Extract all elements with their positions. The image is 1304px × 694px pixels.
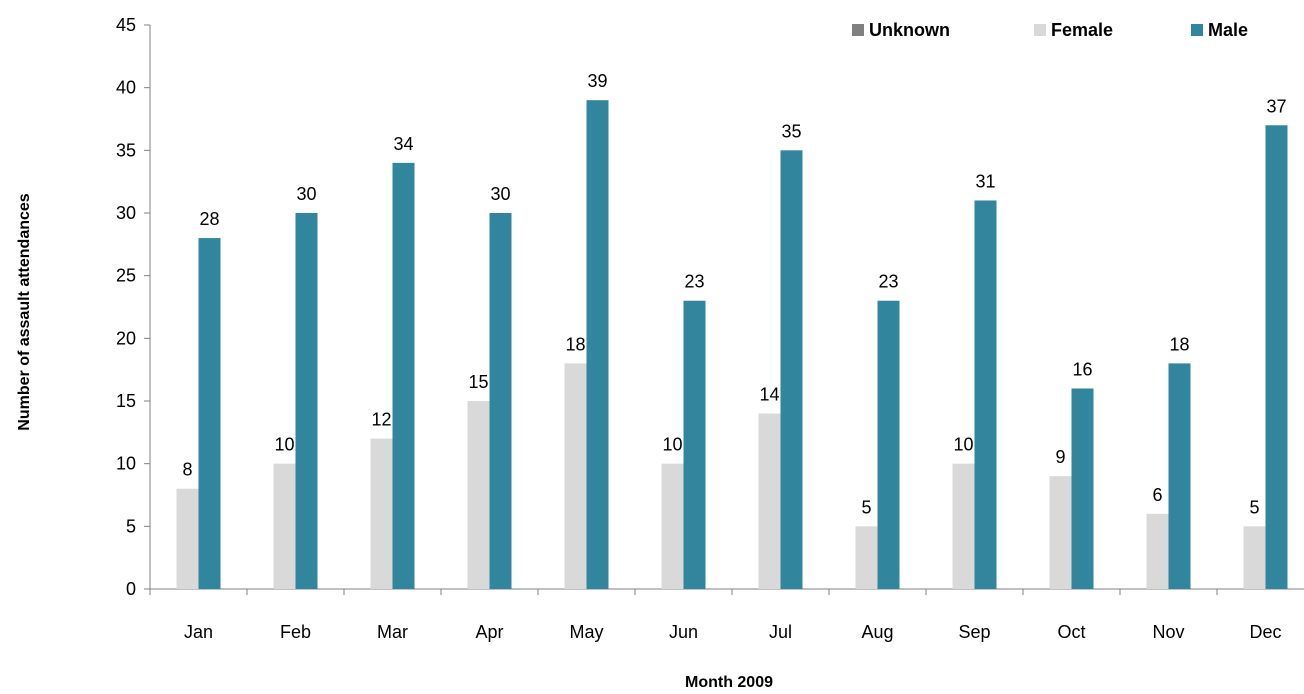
data-label-male: 39 — [587, 71, 607, 91]
y-tick-label: 10 — [116, 454, 136, 474]
x-tick-label: Mar — [377, 622, 408, 642]
bar-female — [273, 463, 296, 589]
bar-male — [1168, 363, 1191, 589]
bar-male — [198, 238, 221, 590]
bar-female — [467, 401, 490, 589]
x-tick-label: Jun — [669, 622, 698, 642]
bar-male — [1265, 125, 1288, 590]
bar-male — [489, 213, 512, 589]
bar-female — [952, 463, 975, 589]
x-tick-label: Oct — [1057, 622, 1085, 642]
y-tick-label: 45 — [116, 15, 136, 35]
y-tick-label: 5 — [126, 516, 136, 536]
data-label-male: 16 — [1072, 359, 1092, 379]
y-axis-title: Number of assault attendances — [16, 193, 33, 431]
bar-male — [586, 100, 609, 589]
bar-female — [661, 463, 684, 589]
data-label-male: 18 — [1169, 334, 1189, 354]
x-tick-label: Feb — [280, 622, 311, 642]
bar-female — [758, 413, 781, 589]
bar-female — [1243, 526, 1266, 589]
data-label-female: 12 — [371, 410, 391, 430]
x-tick-label: May — [569, 622, 603, 642]
bar-female — [564, 363, 587, 589]
bar-female — [1146, 513, 1169, 589]
data-label-female: 10 — [953, 435, 973, 455]
data-label-male: 35 — [781, 121, 801, 141]
x-tick-label: Nov — [1152, 622, 1184, 642]
bar-male — [877, 300, 900, 589]
data-label-female: 18 — [565, 334, 585, 354]
legend-swatch-female — [1034, 24, 1046, 36]
legend-label-female: Female — [1051, 20, 1113, 40]
x-tick-label: Aug — [861, 622, 893, 642]
bar-male — [683, 300, 706, 589]
data-label-female: 10 — [274, 435, 294, 455]
x-tick-label: Dec — [1249, 622, 1281, 642]
bar-female — [176, 488, 199, 589]
y-tick-label: 30 — [116, 203, 136, 223]
legend-label-unknown: Unknown — [869, 20, 950, 40]
data-label-female: 5 — [861, 497, 871, 517]
x-tick-label: Apr — [475, 622, 503, 642]
data-label-female: 10 — [662, 435, 682, 455]
x-axis-title: Month 2009 — [685, 674, 773, 689]
data-label-male: 34 — [393, 134, 413, 154]
y-tick-label: 40 — [116, 78, 136, 98]
y-tick-label: 25 — [116, 266, 136, 286]
x-tick-label: Jan — [184, 622, 213, 642]
y-tick-label: 35 — [116, 140, 136, 160]
data-label-male: 30 — [296, 184, 316, 204]
data-label-male: 23 — [684, 272, 704, 292]
bar-female — [855, 526, 878, 589]
data-label-female: 15 — [468, 372, 488, 392]
data-label-male: 28 — [199, 209, 219, 229]
data-label-male: 37 — [1266, 96, 1286, 116]
bar-male — [295, 213, 318, 589]
data-label-female: 5 — [1249, 497, 1259, 517]
bar-male — [780, 150, 803, 590]
legend-swatch-male — [1191, 24, 1203, 36]
data-label-female: 8 — [182, 460, 192, 480]
data-label-male: 31 — [975, 171, 995, 191]
data-label-male: 30 — [490, 184, 510, 204]
bar-female — [370, 438, 393, 589]
y-tick-label: 15 — [116, 391, 136, 411]
legend: Unknown Female Male — [852, 20, 1248, 40]
legend-swatch-unknown — [852, 24, 864, 36]
y-tick-label: 0 — [126, 579, 136, 599]
bar-male — [1071, 388, 1094, 589]
x-tick-label: Jul — [769, 622, 792, 642]
data-label-male: 23 — [878, 272, 898, 292]
plot-area: 0 5 10 15 20 25 30 35 40 45 Jan 8 28 Feb 10 30 Mar 12 34 Ap… — [116, 15, 1304, 642]
legend-label-male: Male — [1208, 20, 1248, 40]
data-label-female: 14 — [759, 385, 779, 405]
x-tick-label: Sep — [958, 622, 990, 642]
bar-male — [974, 200, 997, 589]
data-label-female: 9 — [1055, 447, 1065, 467]
bar-female — [1049, 476, 1072, 589]
bar-male — [392, 162, 415, 589]
y-tick-label: 20 — [116, 328, 136, 348]
data-label-female: 6 — [1152, 485, 1162, 505]
